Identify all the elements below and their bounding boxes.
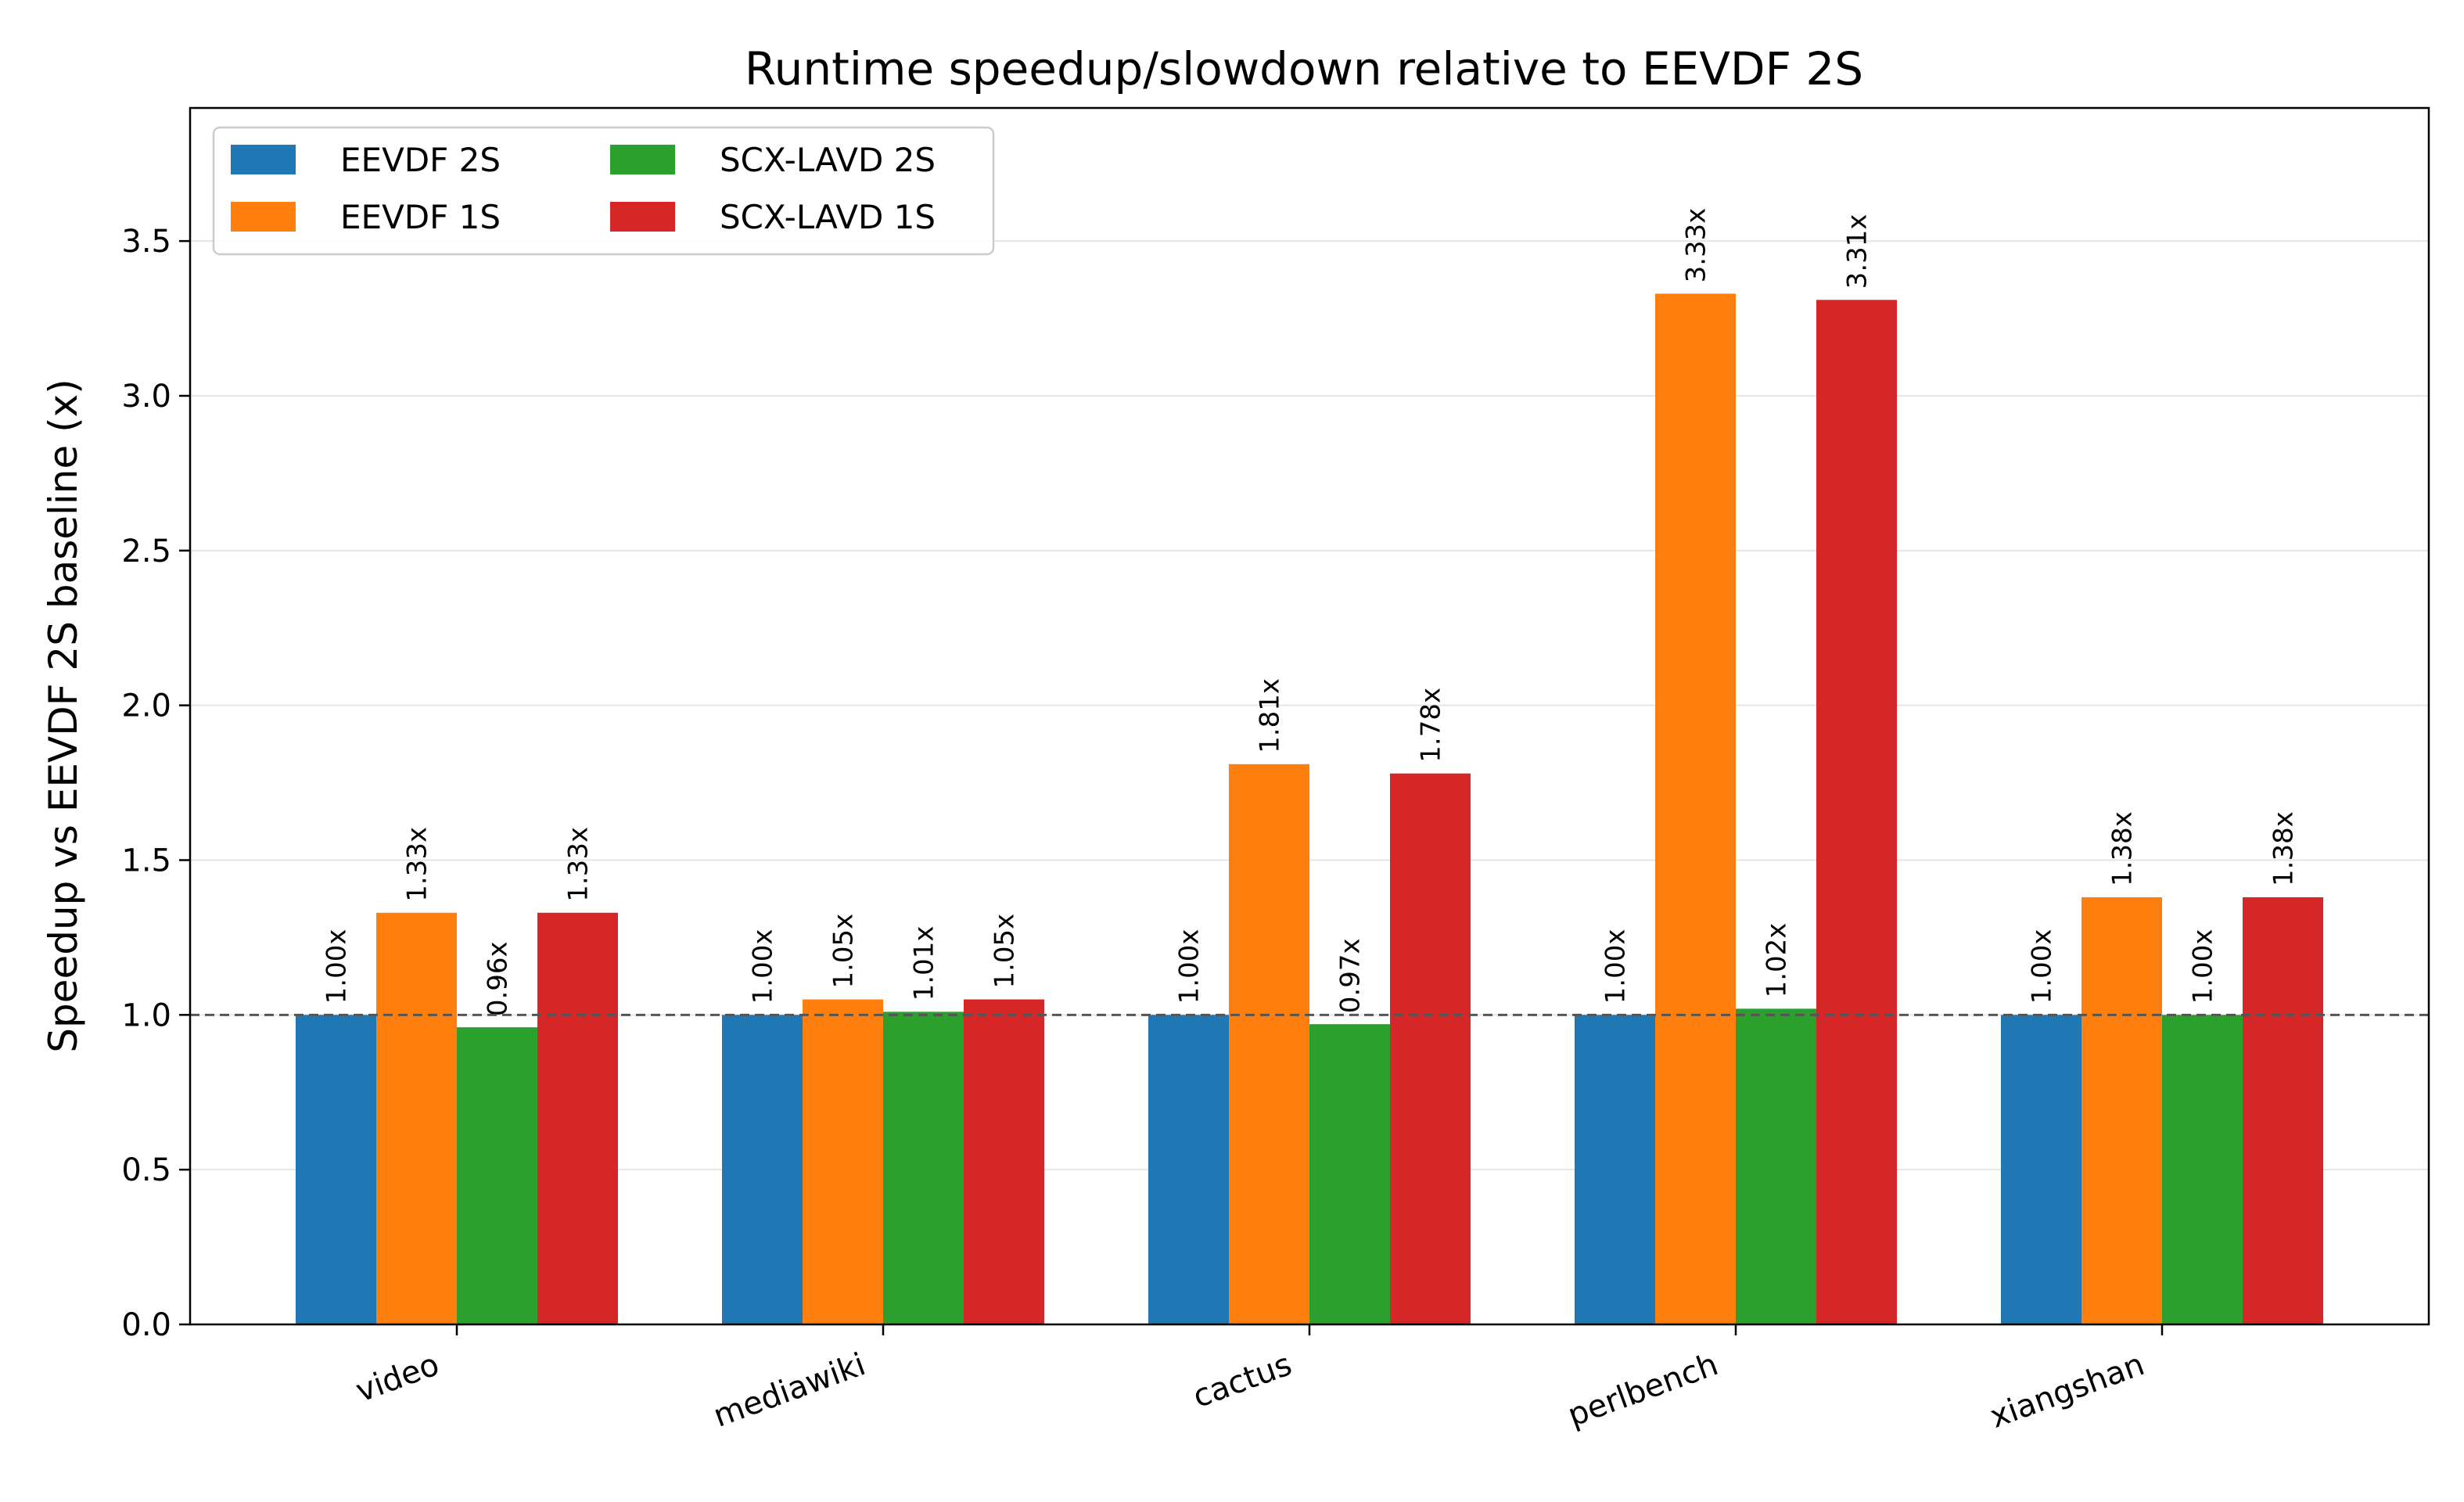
data-label: 1.05x (828, 914, 860, 989)
data-label: 1.01x (909, 926, 940, 1001)
data-label: 3.31x (1842, 214, 1873, 289)
legend-swatch (231, 145, 296, 174)
legend-label: EEVDF 1S (340, 198, 501, 236)
legend-label: SCX-LAVD 2S (720, 141, 936, 179)
bar (1655, 293, 1736, 1325)
data-label: 1.81x (1255, 678, 1286, 753)
legend-swatch (610, 202, 675, 232)
bar (2243, 897, 2323, 1324)
bar (2081, 897, 2162, 1324)
legend-swatch (610, 145, 675, 174)
bars (296, 293, 2323, 1325)
bar (1816, 300, 1897, 1324)
legend-box (212, 126, 995, 256)
y-axis: 0.0 0.5 1.0 1.5 2.0 2.5 3.0 3.5 (121, 224, 190, 1343)
data-label: 1.00x (748, 929, 779, 1004)
data-label: 1.00x (2188, 929, 2219, 1004)
bar (537, 912, 618, 1324)
data-label: 1.05x (990, 914, 1021, 989)
data-label: 1.00x (321, 929, 353, 1004)
y-tick-label: 1.5 (121, 843, 171, 879)
bar (2001, 1015, 2081, 1324)
bar (1229, 764, 1309, 1324)
bar (803, 999, 883, 1324)
data-label: 1.78x (1416, 688, 1447, 763)
legend-label: EEVDF 2S (340, 141, 501, 179)
data-label: 0.97x (1335, 938, 1367, 1013)
bar (376, 912, 457, 1324)
bar (883, 1012, 964, 1324)
data-label: 3.33x (1681, 208, 1712, 283)
data-label: 1.33x (402, 827, 433, 902)
y-tick-label: 0.5 (121, 1152, 171, 1188)
data-label: 1.00x (1174, 929, 1205, 1004)
y-tick-label: 2.0 (121, 688, 171, 724)
data-label: 1.38x (2107, 811, 2139, 886)
data-label: 1.00x (2027, 929, 2058, 1004)
y-tick-label: 3.0 (121, 379, 171, 415)
bar (457, 1027, 537, 1324)
chart-title: Runtime speedup/slowdown relative to EEV… (745, 42, 1863, 95)
bar (296, 1015, 376, 1324)
data-labels: 1.00x 1.33x 0.96x 1.33x 1.00x 1.05x 1.01x 1.05x… (321, 208, 2300, 1017)
legend: EEVDF 2S EEVDF 1S SCX-LAVD 2S SCX-LAVD 1S (212, 126, 995, 256)
bar (1390, 773, 1471, 1324)
legend-swatch (231, 202, 296, 232)
data-label: 1.33x (563, 827, 594, 902)
data-label: 1.02x (1762, 923, 1793, 998)
y-tick-label: 2.5 (121, 534, 171, 570)
bar (722, 1015, 803, 1324)
y-tick-label: 0.0 (121, 1307, 171, 1343)
data-label: 0.96x (483, 941, 514, 1016)
bar (1736, 1008, 1816, 1324)
data-label: 1.38x (2268, 811, 2300, 886)
y-axis-label: Speedup vs EEVDF 2S baseline (x) (41, 379, 86, 1053)
bar (2162, 1015, 2243, 1324)
bar (964, 999, 1044, 1324)
bar (1575, 1015, 1655, 1324)
bar (1148, 1015, 1229, 1324)
data-label: 1.00x (1600, 929, 1632, 1004)
legend-label: SCX-LAVD 1S (720, 198, 936, 236)
y-tick-label: 1.0 (121, 997, 171, 1033)
y-tick-label: 3.5 (121, 224, 171, 260)
bar (1309, 1024, 1390, 1324)
